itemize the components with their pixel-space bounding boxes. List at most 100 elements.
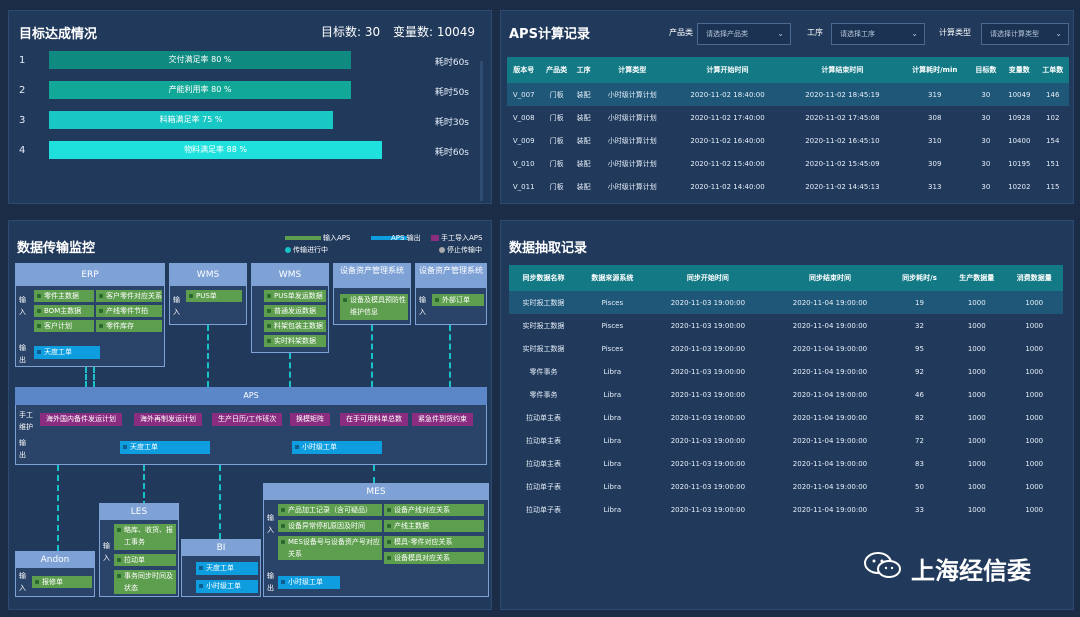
table-row[interactable]: V_007 门板 装配 小时级计算计划 2020-11-02 18:40:00 2020-… [507,83,1069,106]
column-header[interactable]: 工单数 [1036,57,1069,83]
table-row[interactable]: 零件事务 Libra 2020-11-03 19:00:00 2020-11-04 1… [509,360,1063,383]
table-cell: V_008 [512,113,535,122]
connector [289,353,291,387]
table-row[interactable]: 拉动单主表 Libra 2020-11-03 19:00:00 2020-11-04 … [509,429,1063,452]
table-cell: 154 [1046,136,1060,145]
table-cell: 313 [928,182,942,191]
table-cell: 1000 [1025,482,1044,491]
les-node[interactable]: LES 输入 略库、收货、报工事务 拉动单 事务同步时间及状态 [99,503,179,597]
table-cell: 2020-11-02 18:40:00 [670,83,785,106]
wms-node-2[interactable]: WMS PUS单发运数据 普通发运数据 料架包装主数据 实时料架数据 [251,263,329,353]
table-cell: 2020-11-04 19:00:00 [768,291,891,314]
chevron-down-icon: ⌄ [1055,29,1062,38]
mes-item: 产线主数据 [384,520,484,532]
column-header[interactable]: 产品类 [540,57,573,83]
column-header[interactable]: 同步数据名称 [509,265,578,291]
erp-item: BOM主数据 [34,305,94,317]
table-row[interactable]: 拉动单子表 Libra 2020-11-03 19:00:00 2020-11-04 … [509,475,1063,498]
table-row[interactable]: V_011 门板 装配 小时级计算计划 2020-11-02 14:40:00 2020-… [507,175,1069,198]
table-row[interactable]: 拉动单子表 Libra 2020-11-03 19:00:00 2020-11-04 … [509,498,1063,521]
column-header[interactable]: 计算耗时/min [899,57,970,83]
goal-progress-bar: 料箱满足率 75 % [49,111,333,129]
filter-process-select[interactable]: 请选择工序 ⌄ [831,23,925,45]
column-header[interactable]: 变量数 [1002,57,1037,83]
table-cell: 2020-11-03 19:00:00 [670,413,746,422]
column-header[interactable]: 同步结束时间 [768,265,891,291]
table-row[interactable]: 实时报工数据 Pisces 2020-11-03 19:00:00 2020-11-0… [509,314,1063,337]
table-row[interactable]: 零件事务 Libra 2020-11-03 19:00:00 2020-11-04 1… [509,383,1063,406]
column-header[interactable]: 同步开始时间 [646,265,769,291]
table-row[interactable]: V_010 门板 装配 小时级计算计划 2020-11-02 15:40:00 2020-… [507,152,1069,175]
column-header[interactable]: 数据来源系统 [577,265,647,291]
table-row[interactable]: V_008 门板 装配 小时级计算计划 2020-11-02 17:40:00 2020-… [507,106,1069,129]
column-header[interactable]: 计算开始时间 [670,57,785,83]
table-cell: 10202 [1008,182,1031,191]
table-cell: 1000 [1025,321,1044,330]
bi-node[interactable]: BI 天度工单 小时级工单 [181,539,261,597]
table-cell: 小时级计算计划 [607,113,657,122]
table-header-row: 版本号 产品类 工序 计算类型 计算开始时间 计算结束时间 计算耗时/min 目标数 变量数 工单… [507,57,1069,83]
manual-item: 紧急件到货约束 [412,413,473,426]
extract-table: 同步数据名称 数据来源系统 同步开始时间 同步结束时间 同步耗时/s 生产数据量 消费数据量… [509,265,1063,521]
table-cell: 2020-11-02 17:40:00 [690,113,765,122]
table-row[interactable]: 拉动单主表 Libra 2020-11-03 19:00:00 2020-11-04 … [509,452,1063,475]
goal-row-time: 耗时60s [434,148,469,158]
table-row[interactable]: 实时报工数据 Pisces 2020-11-03 19:00:00 2020-11-0… [509,337,1063,360]
table-cell: 1000 [967,482,986,491]
filter-calc-select[interactable]: 请选择计算类型 ⌄ [981,23,1069,45]
table-cell: 小时级计算计划 [607,182,657,191]
table-cell: Libra [603,505,622,514]
column-header[interactable]: 消费数据量 [1005,265,1063,291]
table-row[interactable]: 实时报工数据 Pisces 2020-11-03 19:00:00 2020-11-0… [509,291,1063,314]
table-cell: 2020-11-04 19:00:00 [792,367,868,376]
eam2-item: 外部订单 [432,294,484,306]
goal-scrollbar[interactable] [480,61,483,201]
andon-node[interactable]: Andon 输入 报修单 [15,551,95,597]
table-row[interactable]: 拉动单主表 Libra 2020-11-03 19:00:00 2020-11-04 … [509,406,1063,429]
legend-in-swatch [285,236,321,240]
column-header[interactable]: 计算结束时间 [784,57,900,83]
aps-panel: APS计算记录 产品类 请选择产品类 ⌄ 工序 请选择工序 ⌄ 计算类型 请选择计算… [500,10,1074,204]
table-cell: 30 [981,159,991,168]
monitor-title: 数据传输监控 [17,241,96,256]
erp-node[interactable]: ERP 输入 零件主数据 客户零件对应关系 BOM主数据 产线零件节拍 客户计划… [15,263,165,367]
table-cell: 102 [1046,113,1060,122]
legend-out: APS 输出 [391,234,421,242]
mes-node[interactable]: MES 输入 产品加工记录（含可疑品） 设备产线对应关系 设备异常停机原因及时间… [263,483,489,597]
column-header[interactable]: 生产数据量 [948,265,1006,291]
table-cell: 实时报工数据 [509,291,578,314]
wms1-in-label: 输入 [173,296,180,316]
table-cell: 32 [915,321,924,330]
table-row[interactable]: V_009 门板 装配 小时级计算计划 2020-11-02 16:40:00 2020-… [507,129,1069,152]
goal-panel: 目标达成情况 目标数: 30 变量数: 10049 1 交付满足率 80 % 耗时6… [8,10,492,204]
table-cell: 小时级计算计划 [607,159,657,168]
column-header[interactable]: 工序 [572,57,595,83]
table-cell: 2020-11-04 19:00:00 [792,436,868,445]
aps-out-label: 输出 [19,439,26,459]
table-cell: 19 [891,291,949,314]
aps-hub[interactable]: APS [15,387,487,405]
table-cell: Libra [603,482,622,491]
goal-row-number: 4 [19,145,26,156]
eam-node-1[interactable]: 设备资产管理系统 设备及模具预防性维护信息 [333,263,411,325]
connector [85,367,87,387]
table-cell: 2020-11-02 18:45:19 [784,83,900,106]
table-cell: 10049 [1002,83,1037,106]
table-cell: 1000 [1025,459,1044,468]
column-header[interactable]: 同步耗时/s [891,265,949,291]
column-header[interactable]: 目标数 [969,57,1003,83]
table-cell: Pisces [601,321,624,330]
table-cell: 1000 [1025,436,1044,445]
eam-node-2[interactable]: 设备资产管理系统 输入 外部订单 [415,263,487,325]
goal-row: 2 产能利用率 80 % 耗时50s [9,81,489,105]
wms-node-1[interactable]: WMS 输入 PUS单 [169,263,247,325]
table-cell: 2020-11-02 15:40:00 [690,159,765,168]
filter-product-select[interactable]: 请选择产品类 ⌄ [697,23,791,45]
watermark: 上海经信委 [911,557,1031,585]
column-header[interactable]: 版本号 [507,57,541,83]
manual-item: 海外国内备件发运计划 [40,413,122,426]
table-cell: 10195 [1008,159,1031,168]
column-header[interactable]: 计算类型 [594,57,671,83]
wms1-title: WMS [170,264,246,286]
les-item: 略库、收货、报工事务 [114,524,176,550]
